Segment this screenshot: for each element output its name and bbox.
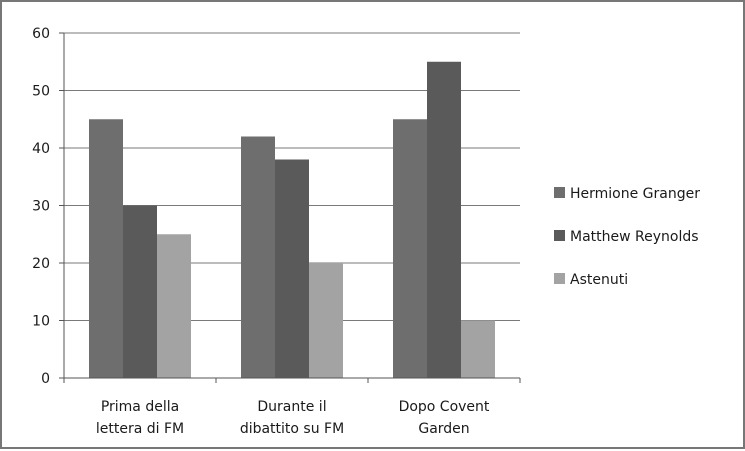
legend-swatch	[554, 273, 565, 284]
x-category-label: dibattito su FM	[240, 421, 344, 437]
bar-astenuti	[309, 263, 343, 378]
legend-label: Matthew Reynolds	[570, 229, 699, 245]
bar-astenuti	[461, 320, 495, 378]
x-category-label: Prima della	[101, 399, 179, 415]
y-tick-label: 0	[41, 371, 50, 387]
bar-matthew-reynolds	[123, 205, 157, 378]
x-category-label: Durante il	[257, 399, 326, 415]
bar-matthew-reynolds	[427, 61, 461, 378]
axes: 0 10 20 30 40 50 60 Prima della lettera di FM Dur…	[32, 26, 521, 437]
x-category-label: Dopo Covent	[399, 399, 490, 415]
legend-label: Astenuti	[570, 272, 628, 288]
y-tick-label: 40	[32, 141, 50, 157]
bar-hermione-granger	[241, 136, 275, 378]
legend-swatch	[554, 230, 565, 241]
x-category-label: lettera di FM	[96, 421, 184, 437]
y-tick-label: 50	[32, 84, 50, 100]
bar-astenuti	[157, 234, 191, 378]
bars	[89, 61, 495, 378]
y-tick-label: 60	[32, 26, 50, 42]
legend-label: Hermione Granger	[570, 186, 700, 202]
bar-hermione-granger	[393, 119, 427, 378]
legend-swatch	[554, 187, 565, 198]
bar-hermione-granger	[89, 119, 123, 378]
bar-matthew-reynolds	[275, 159, 309, 378]
x-category-label: Garden	[418, 421, 469, 437]
y-tick-label: 30	[32, 199, 50, 215]
y-tick-label: 20	[32, 256, 50, 272]
y-tick-label: 10	[32, 314, 50, 330]
legend: Hermione Granger Matthew Reynolds Astenuti	[554, 186, 700, 288]
